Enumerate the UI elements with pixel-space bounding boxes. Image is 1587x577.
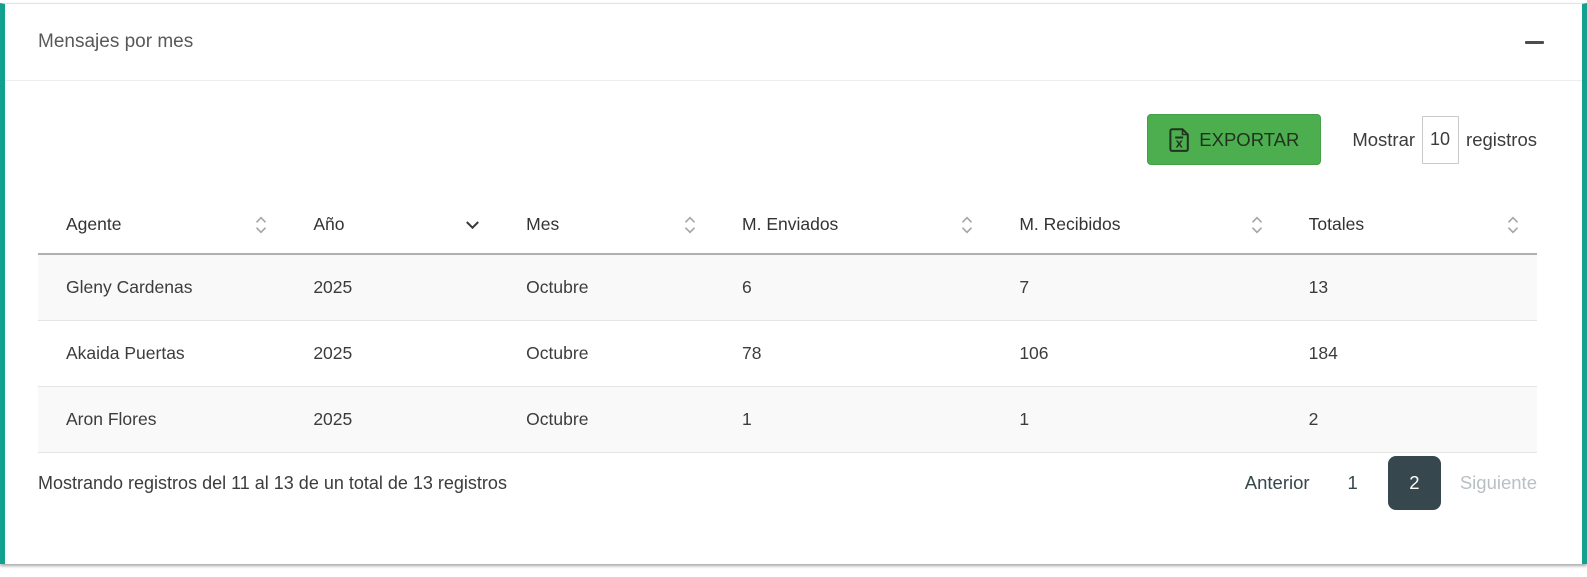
pagination-page-2-active[interactable]: 2	[1387, 456, 1441, 510]
sort-both-icon	[961, 216, 973, 234]
excel-file-icon: x	[1169, 127, 1190, 152]
cell-totales: 2	[1280, 386, 1537, 453]
sort-both-icon	[1507, 216, 1519, 234]
sort-both-icon	[684, 216, 696, 234]
pagination: Anterior 1 2 Siguiente	[1245, 456, 1537, 510]
table-body: Gleny Cardenas 2025 Octubre 6 7 13 Akaid…	[38, 254, 1537, 453]
page-length-control: Mostrar registros	[1352, 115, 1537, 164]
messages-table: Agente Año Mes	[38, 197, 1537, 453]
cell-mes: Octubre	[498, 254, 715, 321]
records-info: Mostrando registros del 11 al 13 de un t…	[38, 472, 507, 493]
table-header-row: Agente Año Mes	[38, 197, 1537, 255]
table-header: Agente Año Mes	[38, 197, 1537, 255]
cell-ano: 2025	[285, 320, 499, 387]
column-header-totales[interactable]: Totales	[1280, 197, 1537, 255]
table-footer: Mostrando registros del 11 al 13 de un t…	[38, 456, 1537, 510]
export-button[interactable]: x EXPORTAR	[1147, 114, 1322, 165]
cell-agente: Gleny Cardenas	[38, 254, 286, 321]
cell-recibidos: 1	[991, 386, 1281, 453]
svg-text:x: x	[1176, 136, 1184, 151]
cell-recibidos: 106	[991, 320, 1281, 387]
column-header-mes[interactable]: Mes	[498, 197, 715, 255]
show-label: Mostrar	[1352, 128, 1416, 150]
cell-mes: Octubre	[498, 320, 715, 387]
cell-mes: Octubre	[498, 386, 715, 453]
page-length-input[interactable]	[1422, 115, 1460, 164]
minus-icon	[1524, 40, 1544, 44]
column-header-agente[interactable]: Agente	[38, 197, 286, 255]
cell-totales: 184	[1280, 320, 1537, 387]
pagination-page-1[interactable]: 1	[1347, 472, 1358, 493]
sort-both-icon	[255, 216, 267, 234]
panel-title: Mensajes por mes	[38, 31, 194, 52]
cell-ano: 2025	[285, 254, 499, 321]
column-header-ano[interactable]: Año	[285, 197, 499, 255]
collapse-button[interactable]	[1522, 30, 1546, 54]
pagination-next: Siguiente	[1459, 472, 1537, 493]
records-label: registros	[1466, 128, 1537, 150]
cell-totales: 13	[1280, 254, 1537, 321]
cell-ano: 2025	[285, 386, 499, 453]
cell-recibidos: 7	[991, 254, 1281, 321]
column-header-m-recibidos[interactable]: M. Recibidos	[991, 197, 1281, 255]
panel-header: Mensajes por mes	[5, 4, 1582, 81]
cell-agente: Aron Flores	[38, 386, 286, 453]
cell-enviados: 1	[714, 386, 992, 453]
table-row[interactable]: Gleny Cardenas 2025 Octubre 6 7 13	[38, 254, 1537, 321]
column-header-m-enviados[interactable]: M. Enviados	[714, 197, 992, 255]
table-toolbar: x EXPORTAR Mostrar registros	[38, 114, 1537, 165]
pagination-previous[interactable]: Anterior	[1244, 472, 1310, 493]
cell-enviados: 78	[714, 320, 992, 387]
cell-enviados: 6	[714, 254, 992, 321]
messages-by-month-panel: Mensajes por mes x EXPORTAR Mostrar	[0, 3, 1587, 564]
panel-body: x EXPORTAR Mostrar registros Agente	[5, 114, 1582, 510]
table-row[interactable]: Aron Flores 2025 Octubre 1 1 2	[38, 386, 1537, 453]
sort-both-icon	[1251, 216, 1263, 234]
cell-agente: Akaida Puertas	[38, 320, 286, 387]
sort-desc-icon	[465, 221, 480, 230]
export-button-label: EXPORTAR	[1199, 128, 1300, 150]
table-row[interactable]: Akaida Puertas 2025 Octubre 78 106 184	[38, 320, 1537, 387]
